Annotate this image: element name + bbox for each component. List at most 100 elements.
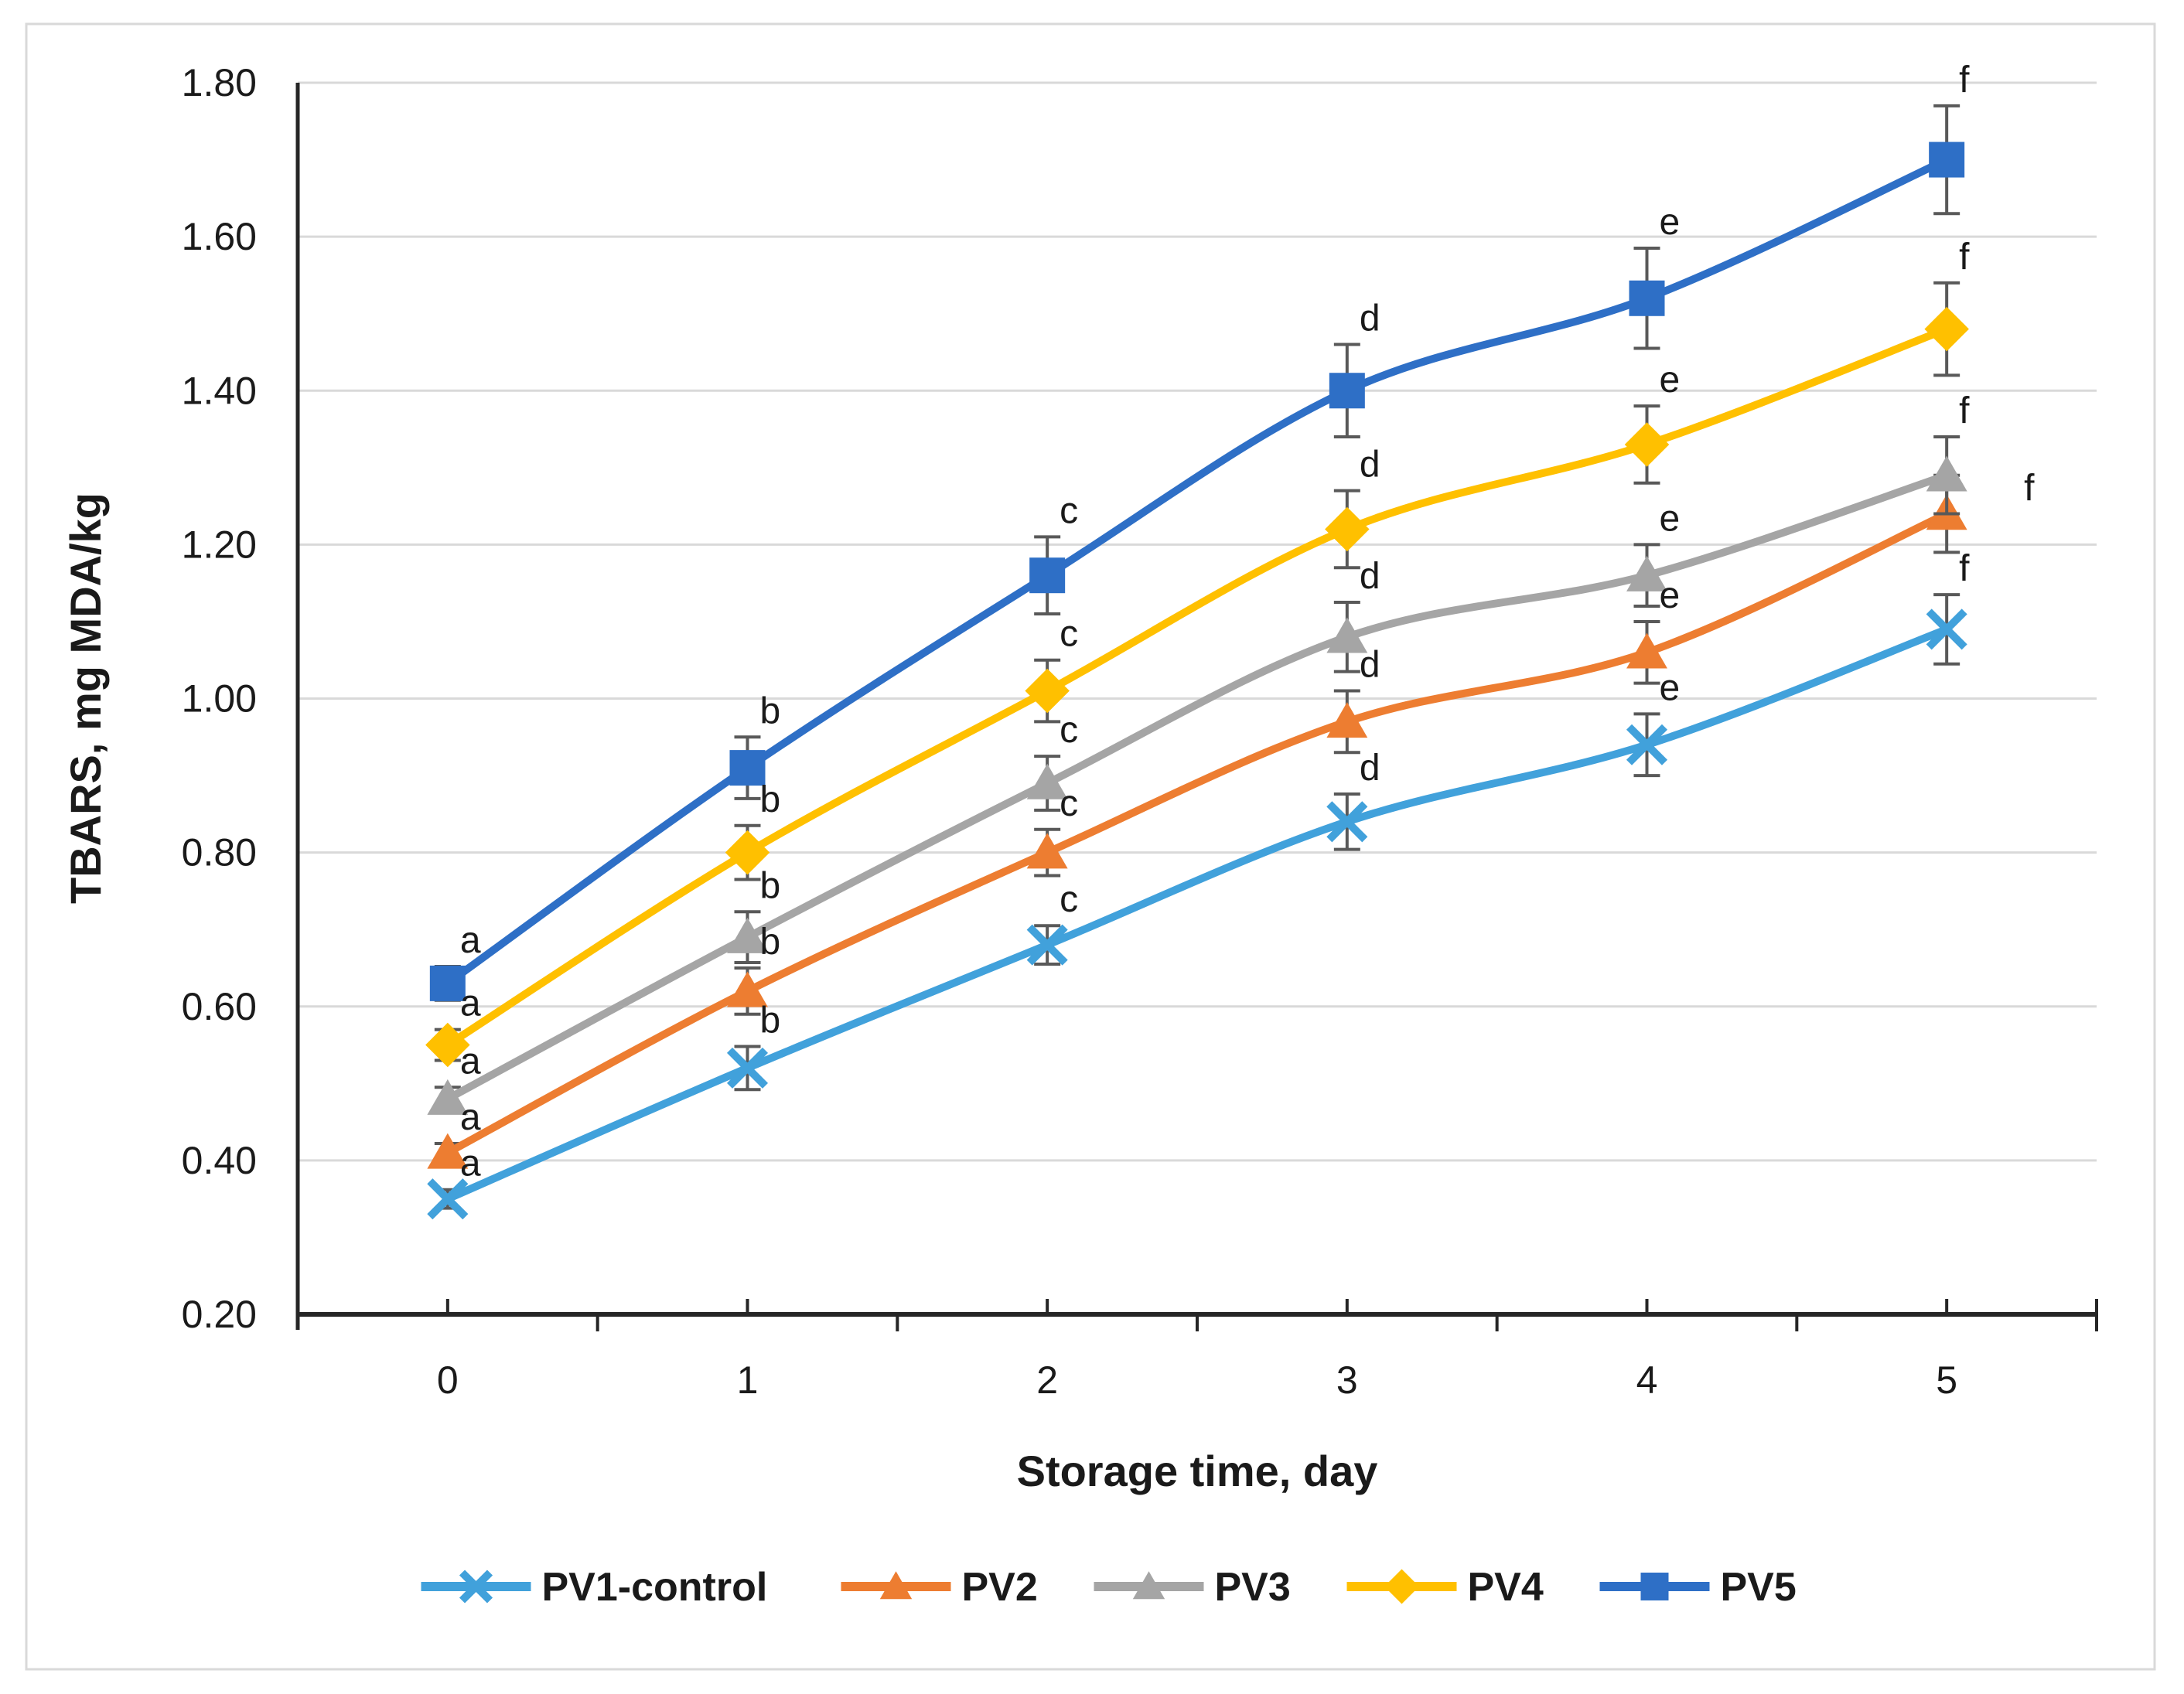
significance-letter: d: [1360, 445, 1380, 486]
series-line: [443, 510, 1951, 1157]
x-tick-label: 0: [437, 1358, 459, 1402]
significance-letter: a: [460, 1144, 481, 1184]
x-marker: [1326, 801, 1368, 843]
x-tick-label: 5: [1936, 1358, 1957, 1402]
significance-letter: b: [760, 779, 781, 820]
legend-label: PV4: [1468, 1565, 1544, 1610]
gridlines: [298, 81, 2097, 1162]
significance-letter: f: [1959, 390, 1970, 431]
x-marker: [427, 1178, 469, 1220]
diamond-marker: [725, 830, 770, 875]
y-tick-label: 1.20: [182, 523, 257, 566]
significance-letters: a b c d e f a b c d e f a b c d e f a b c d e f a b c d e f: [460, 60, 2035, 1184]
y-tick-label: 1.40: [182, 369, 257, 412]
x-tick-label: 2: [1036, 1358, 1058, 1402]
triangle-marker: [1926, 455, 1967, 492]
legend-item-pv1-control: PV1-control: [421, 1565, 768, 1610]
legend-item-pv3: PV3: [1094, 1565, 1291, 1610]
significance-letter: a: [460, 1041, 481, 1082]
significance-letter: f: [1959, 60, 1970, 101]
legend-item-pv2: PV2: [841, 1565, 1038, 1610]
triangle-marker: [879, 1571, 913, 1600]
legend-item-pv5: PV5: [1599, 1565, 1797, 1610]
significance-letter: c: [1060, 879, 1078, 920]
triangle-marker: [727, 917, 768, 953]
diamond-marker: [1924, 306, 1969, 352]
series-line: [443, 325, 1951, 1049]
data-series: [425, 104, 1969, 1220]
square-marker: [729, 750, 766, 786]
diamond-marker: [1384, 1569, 1419, 1604]
square-marker: [1929, 141, 1965, 178]
diamond-marker: [425, 1022, 470, 1068]
y-axis-title: TBARS, mg MDA/kg: [61, 493, 110, 904]
triangle-marker: [727, 971, 768, 1007]
legend-label: PV2: [962, 1565, 1038, 1610]
series-pv3: [427, 435, 1967, 1115]
legend-label: PV3: [1215, 1565, 1291, 1610]
series-line: [443, 625, 1951, 1203]
triangle-marker: [1132, 1571, 1165, 1600]
significance-letter: e: [1660, 202, 1681, 243]
significance-letter: a: [460, 920, 481, 961]
significance-letter: a: [460, 983, 481, 1024]
square-marker: [1629, 280, 1665, 316]
significance-letter: e: [1660, 498, 1681, 539]
triangle-marker: [1326, 617, 1368, 653]
x-marker: [726, 1047, 769, 1089]
significance-letter: b: [760, 865, 781, 906]
series-pv2: [427, 473, 1967, 1169]
x-tick-label: 4: [1636, 1358, 1658, 1402]
legend-item-pv4: PV4: [1346, 1565, 1544, 1610]
significance-letter: d: [1360, 298, 1380, 339]
y-tick-label: 0.60: [182, 985, 257, 1028]
diamond-marker: [1325, 506, 1370, 552]
axes: 0 1 2 3 4 5 0.20 0.40 0.60 0.80 1.00 1.20 1.40 1.60 1.…: [182, 61, 2098, 1402]
significance-letter: b: [760, 690, 781, 731]
significance-letter: f: [2024, 468, 2035, 509]
x-axis-title: Storage time, day: [1017, 1447, 1378, 1495]
significance-letter: c: [1060, 710, 1078, 751]
significance-letter: d: [1360, 556, 1380, 597]
y-tick-label: 1.80: [182, 61, 257, 104]
x-marker: [1626, 724, 1668, 765]
significance-letter: b: [760, 1000, 781, 1041]
y-tick-label: 0.40: [182, 1139, 257, 1182]
square-marker: [1640, 1573, 1669, 1600]
y-tick-label: 1.00: [182, 677, 257, 721]
series-pv4: [425, 281, 1969, 1068]
x-tick-label: 3: [1336, 1358, 1358, 1402]
legend-label: PV5: [1721, 1565, 1797, 1610]
x-tick-label: 1: [737, 1358, 759, 1402]
square-marker: [1029, 557, 1066, 594]
triangle-marker: [1326, 702, 1368, 738]
triangle-marker: [427, 1079, 469, 1115]
figure-border: [25, 22, 2156, 1671]
series-pv5: [429, 104, 1965, 1002]
diamond-marker: [1025, 668, 1070, 714]
square-marker: [429, 965, 466, 1001]
triangle-marker: [427, 1133, 469, 1169]
significance-letter: e: [1660, 667, 1681, 708]
legend-label: PV1-control: [542, 1565, 768, 1610]
triangle-marker: [1626, 632, 1667, 669]
x-marker: [1926, 608, 1967, 650]
significance-letter: f: [1959, 237, 1970, 278]
legend: PV1-control PV2 PV3 PV4 PV5: [421, 1565, 1797, 1610]
y-tick-label: 1.60: [182, 215, 257, 258]
significance-letter: f: [1959, 548, 1970, 589]
diamond-marker: [1624, 422, 1670, 467]
significance-letter: c: [1060, 490, 1078, 531]
significance-letter: c: [1060, 783, 1078, 824]
significance-letter: d: [1360, 748, 1380, 789]
significance-letter: b: [760, 922, 781, 963]
triangle-marker: [1626, 555, 1667, 591]
figure-border-rect: [25, 22, 2156, 1671]
significance-letter: a: [460, 1097, 481, 1138]
x-marker: [459, 1570, 493, 1604]
significance-letter: d: [1360, 645, 1380, 686]
series-line: [443, 155, 1951, 987]
triangle-marker: [1026, 833, 1068, 869]
